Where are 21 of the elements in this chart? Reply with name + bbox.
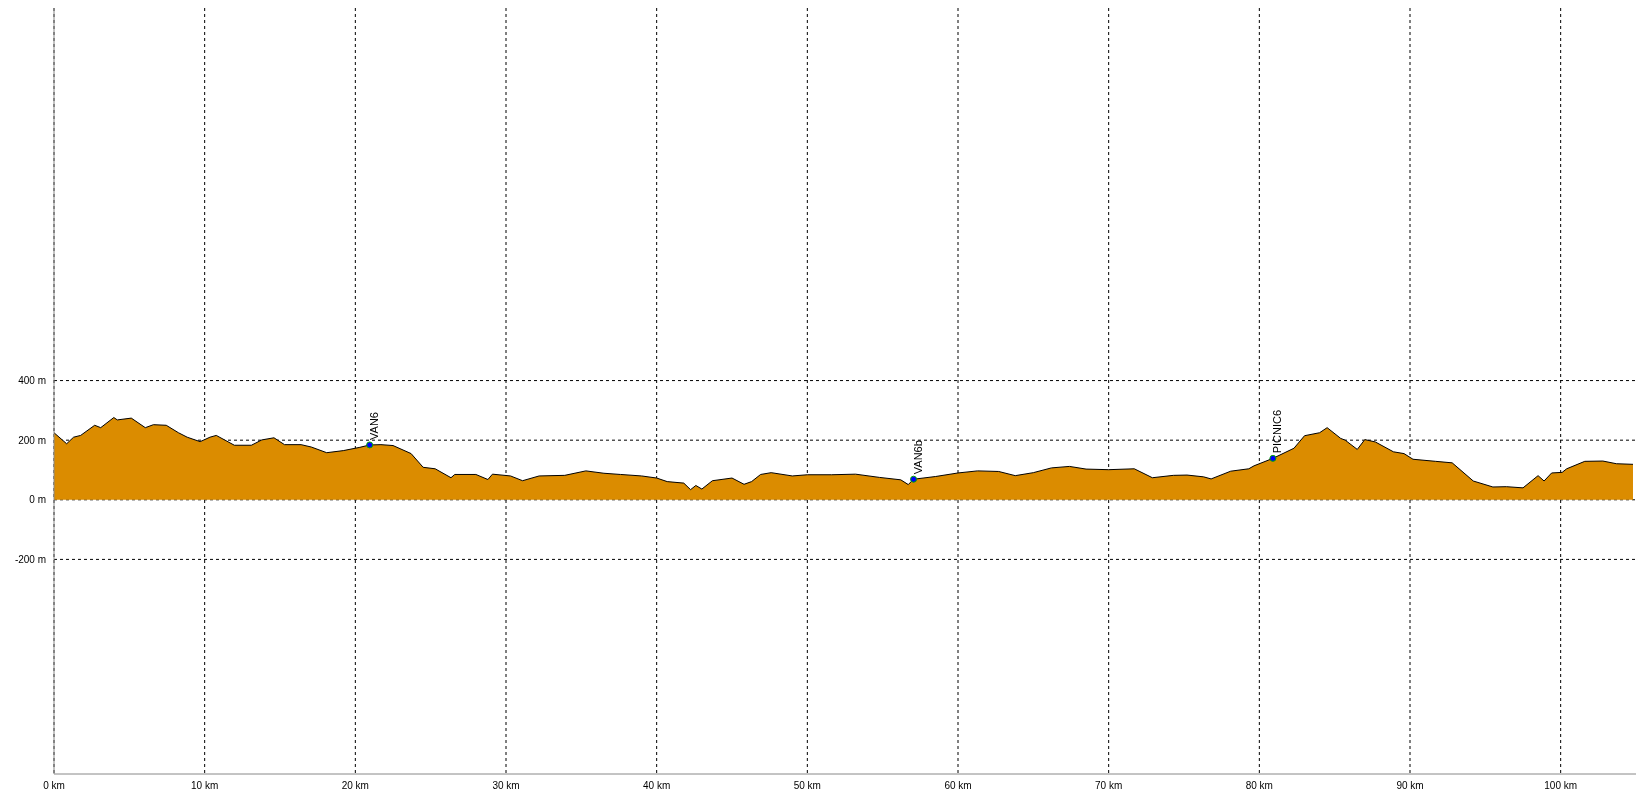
x-tick-label: 100 km <box>1544 780 1578 792</box>
y-tick-label: 400 m <box>18 375 46 387</box>
x-tick-label: 70 km <box>1095 780 1123 792</box>
point <box>910 475 918 483</box>
x-tick-label: 20 km <box>341 780 369 792</box>
x-tick-label: 10 km <box>191 780 219 792</box>
data-label: VAN6 <box>367 412 380 440</box>
data-label: PICNIC6 <box>1270 409 1283 454</box>
x-tick-label: 40 km <box>643 780 671 792</box>
y-tick-label: 200 m <box>18 434 46 446</box>
y-tick-label: 0 m <box>29 494 46 506</box>
x-tick-label: 90 km <box>1396 780 1424 792</box>
data-label: VAN6b <box>911 440 924 475</box>
x-tick-label: 30 km <box>492 780 520 792</box>
x-tick-label: 80 km <box>1245 780 1273 792</box>
point <box>1269 454 1277 462</box>
x-tick-label: 50 km <box>793 780 821 792</box>
y-tick-label: -200 m <box>14 553 46 565</box>
point <box>366 441 374 449</box>
x-tick-label: 0 km <box>43 780 65 792</box>
x-tick-label: 60 km <box>944 780 972 792</box>
